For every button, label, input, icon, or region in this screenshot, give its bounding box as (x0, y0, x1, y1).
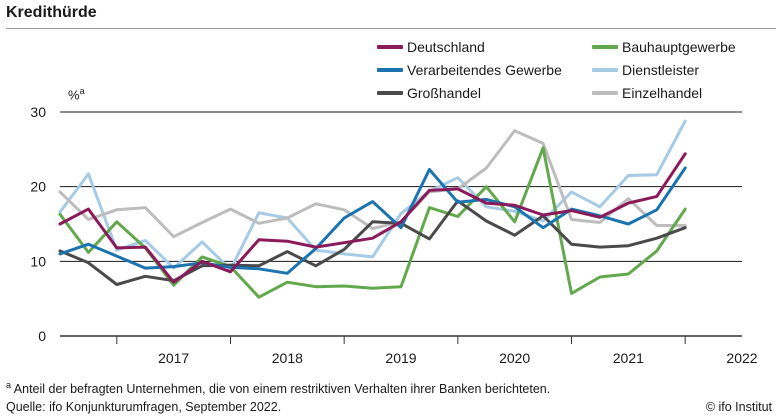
legend-label: Bauhauptgewerbe (622, 39, 736, 55)
y-axis-unit-marker: a (79, 86, 85, 96)
legend-label: Dienstleister (622, 62, 700, 78)
y-axis-unit-label: %a (68, 86, 85, 102)
footnote: a Anteil der befragten Unternehmen, die … (6, 380, 550, 396)
x-tick-label: 2018 (272, 350, 303, 366)
copyright: © ifo Institut (705, 400, 772, 414)
legend-swatch (377, 91, 403, 95)
legend-swatch (377, 68, 403, 72)
title-divider (6, 28, 776, 29)
legend-label: Deutschland (407, 39, 485, 55)
legend-item: Großhandel (377, 84, 481, 102)
legend-item: Deutschland (377, 38, 485, 56)
legend-item: Verarbeitendes Gewerbe (377, 61, 562, 79)
y-tick-label: 30 (30, 104, 46, 120)
legend-swatch (592, 91, 618, 95)
chart-title: Kredithürde (6, 4, 97, 21)
legend-swatch (592, 45, 618, 49)
footnote-marker: a (6, 380, 12, 390)
series-line-deutschland (58, 152, 687, 284)
series-line-dienstleister (58, 119, 687, 271)
y-tick-label: 0 (38, 328, 46, 344)
y-axis-unit: % (68, 87, 80, 103)
x-tick-label: 2022 (726, 350, 757, 366)
footnote-text: Anteil der befragten Unternehmen, die vo… (11, 382, 551, 397)
source-note: Quelle: ifo Konjunkturumfragen, Septembe… (6, 400, 282, 414)
y-tick-label: 10 (30, 253, 46, 269)
legend-item: Einzelhandel (592, 84, 702, 102)
legend-item: Bauhauptgewerbe (592, 38, 736, 56)
x-tick-label: 2017 (158, 350, 189, 366)
legend-swatch (377, 45, 403, 49)
x-tick-label: 2020 (499, 350, 530, 366)
legend-label: Verarbeitendes Gewerbe (407, 62, 562, 78)
series-line-einzelhandel (58, 129, 687, 239)
legend-item: Dienstleister (592, 61, 699, 79)
x-tick-label: 2019 (385, 350, 416, 366)
series-line-gro-handel (58, 199, 687, 286)
legend-label: Großhandel (407, 85, 481, 101)
legend-swatch (592, 68, 618, 72)
x-tick-label: 2021 (613, 350, 644, 366)
legend-label: Einzelhandel (622, 85, 703, 101)
y-tick-label: 20 (30, 179, 46, 195)
